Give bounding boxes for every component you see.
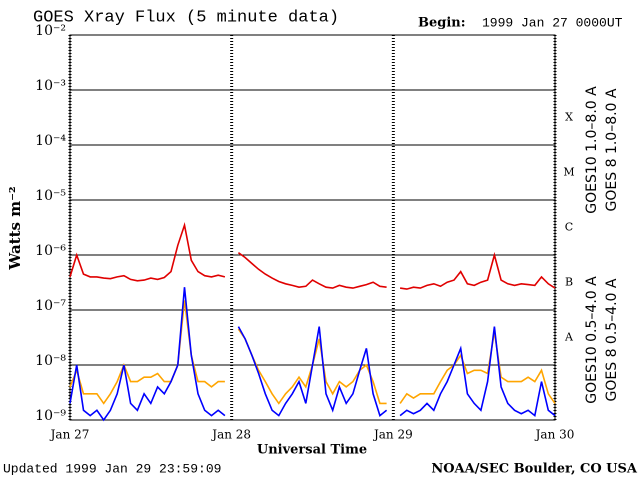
series-line (69, 287, 556, 422)
begin-value: 1999 Jan 27 0000UT (482, 15, 623, 30)
series-line (69, 300, 556, 405)
y-tick-label: 10⁻⁶ (35, 243, 66, 259)
y-tick-label: 10⁻³ (35, 78, 66, 94)
y-tick-label: 10⁻⁸ (35, 353, 66, 369)
x-tick-label: Jan 27 (49, 428, 90, 442)
flare-class: C (565, 221, 573, 234)
source: NOAA/SEC Boulder, CO USA (431, 462, 638, 477)
legend-entry: GOES 8 0.5–4.0 A (604, 278, 620, 401)
y-tick-label: 10⁻² (35, 23, 66, 39)
series-line (69, 221, 556, 290)
updated: Updated 1999 Jan 29 23:59:09 (3, 461, 221, 476)
x-tick-label: Jan 28 (210, 428, 251, 442)
y-tick-label: 10⁻⁴ (35, 133, 66, 149)
legend-entry: GOES10 1.0–8.0 A (584, 86, 600, 214)
flare-class: M (563, 166, 574, 179)
flare-class: B (565, 276, 573, 289)
y-axis-label: Watts m⁻² (6, 186, 24, 270)
flare-class: A (564, 331, 574, 344)
chart-title: GOES Xray Flux (5 minute data) (33, 8, 339, 27)
begin-label: Begin: (418, 16, 466, 31)
x-tick-label: Jan 30 (534, 428, 575, 442)
y-tick-label: 10⁻⁷ (35, 298, 66, 314)
y-tick-label: 10⁻⁹ (35, 408, 66, 424)
x-tick-label: Jan 29 (372, 428, 413, 442)
flare-class: X (565, 111, 573, 124)
legend-entry: GOES 8 1.0–8.0 A (604, 88, 620, 211)
y-tick-label: 10⁻⁵ (35, 188, 66, 204)
x-axis-label: Universal Time (257, 443, 367, 458)
legend-entry: GOES10 0.5–4.0 A (584, 276, 600, 404)
